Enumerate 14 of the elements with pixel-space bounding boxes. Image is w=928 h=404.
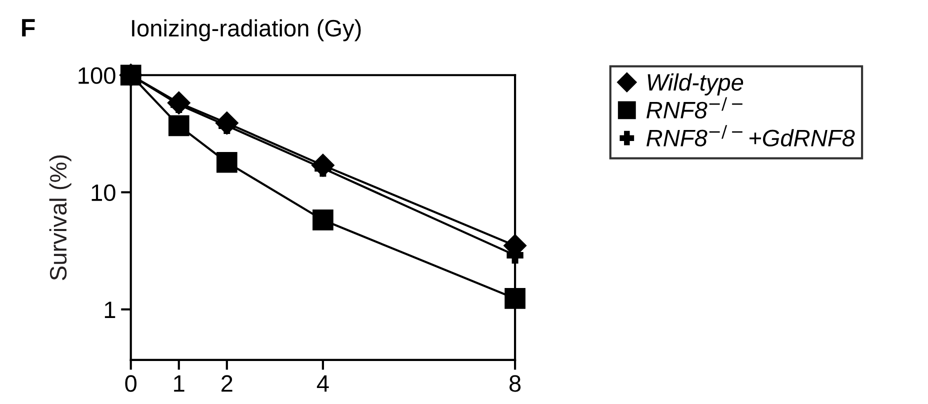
x-tick-label: 2	[222, 375, 232, 392]
y-tick-label: 100	[78, 67, 116, 84]
y-axis-title: Survival (%)	[49, 155, 72, 280]
y-tick-label: 1	[104, 302, 116, 318]
text: F	[22, 19, 35, 36]
legend-label: Wild-type	[648, 73, 744, 96]
x-tick-label: 4	[316, 375, 329, 392]
chart-title: Ionizing-radiation (Gy)	[132, 19, 361, 42]
x-tick-label: 8	[510, 375, 521, 392]
x-tick-label: 1	[174, 375, 184, 392]
y-tick-label: 10	[92, 184, 116, 202]
legend-label: RNF8$^{−/−}$+GdRNF8	[646, 125, 855, 146]
legend-label: RNF8$^{−/−}$	[646, 97, 742, 119]
x-tick-label: 0	[125, 375, 136, 392]
